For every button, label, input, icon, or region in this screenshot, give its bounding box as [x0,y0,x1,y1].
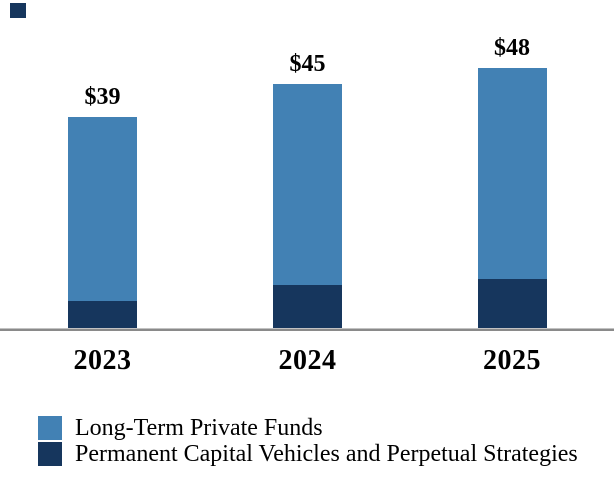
bar-2023-segment-permanent-capital [68,301,137,328]
legend-label: Permanent Capital Vehicles and Perpetual… [75,441,578,467]
bar-2025-segment-permanent-capital [477,279,547,328]
bar-2024-segment-long-term-private-funds [273,84,342,285]
bar-2023-segment-long-term-private-funds [68,117,137,301]
corner-artifact-swatch [10,3,26,18]
value-label-2023: $39 [84,84,121,110]
bar-2024-segment-permanent-capital [273,285,342,328]
legend-item-long-term-private-funds: Long-Term Private Funds [38,415,578,441]
legend-item-permanent-capital: Permanent Capital Vehicles and Perpetual… [38,441,578,467]
bar-2025-segment-long-term-private-funds [477,68,547,279]
legend-label: Long-Term Private Funds [75,415,323,441]
legend: Long-Term Private Funds Permanent Capita… [38,415,578,467]
value-label-2025: $48 [494,35,530,61]
x-axis-label-2025: 2025 [483,345,541,376]
value-label-2024: $45 [289,51,326,77]
legend-swatch-dark-navy [38,442,62,466]
legend-swatch-light-blue [38,416,62,440]
x-axis-label-2023: 2023 [73,345,132,376]
x-axis-label-2024: 2024 [278,345,337,376]
x-axis-line [0,328,614,331]
